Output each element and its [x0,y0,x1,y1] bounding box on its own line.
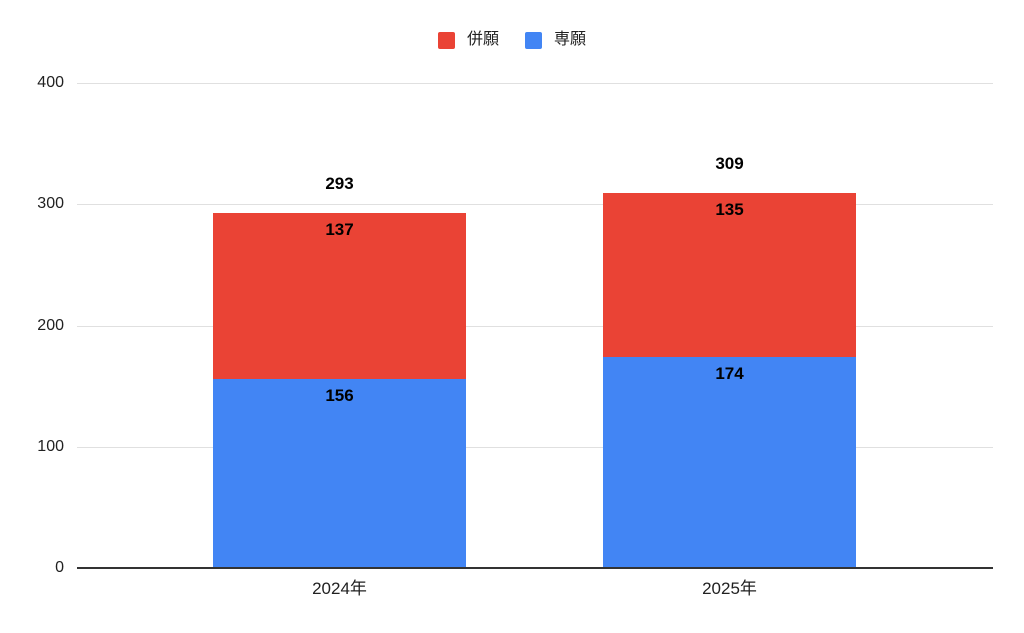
legend-label-sengan: 専願 [554,31,587,48]
x-axis-label-2025: 2025年 [702,579,757,598]
gridline-100 [77,446,993,448]
bar-2024-total-label: 293 [325,173,354,193]
bar-2024-segment-sengan[interactable]: 156 [213,378,466,568]
legend-item-sengan[interactable]: 専願 [525,30,586,50]
bar-2025: 309 135 174 [603,83,856,568]
y-axis-tick-label-400: 400 [37,74,64,91]
bar-2025-segment-sengan[interactable]: 174 [603,357,856,568]
y-axis-tick-label-300: 300 [37,195,64,213]
x-axis-label-2024: 2024年 [312,579,367,598]
x-axis-line [77,567,993,569]
bar-2025-total-label: 309 [715,154,744,174]
bar-2025-segment-heigan[interactable]: 309 135 [603,154,856,358]
bar-2025-heigan-value: 135 [715,200,744,220]
bar-2024-segment-heigan[interactable]: 293 137 [213,174,466,379]
y-axis-tick-label-200: 200 [37,316,64,334]
bar-2025-sengan-value: 174 [715,364,744,384]
y-axis-tick-label-0: 0 [55,559,64,576]
bar-2024-heigan-value: 137 [325,219,354,239]
legend-item-heigan[interactable]: 併願 [437,30,499,50]
gridline-300 [77,204,993,206]
gridline-400 [77,83,993,84]
legend-label-heigan: 併願 [466,31,499,48]
y-axis-tick-label-100: 100 [37,437,64,455]
bar-2024: 293 137 156 [213,83,466,568]
bar-2024-sengan-value: 156 [325,385,354,405]
gridline-200 [77,325,993,327]
plot-area: 400 300 200 100 0 293 137 156 309 135 17… [37,74,993,576]
legend-swatch-sengan [525,31,542,49]
chart-legend: 併願 専願 [0,30,1024,50]
legend-swatch-heigan [437,31,455,49]
